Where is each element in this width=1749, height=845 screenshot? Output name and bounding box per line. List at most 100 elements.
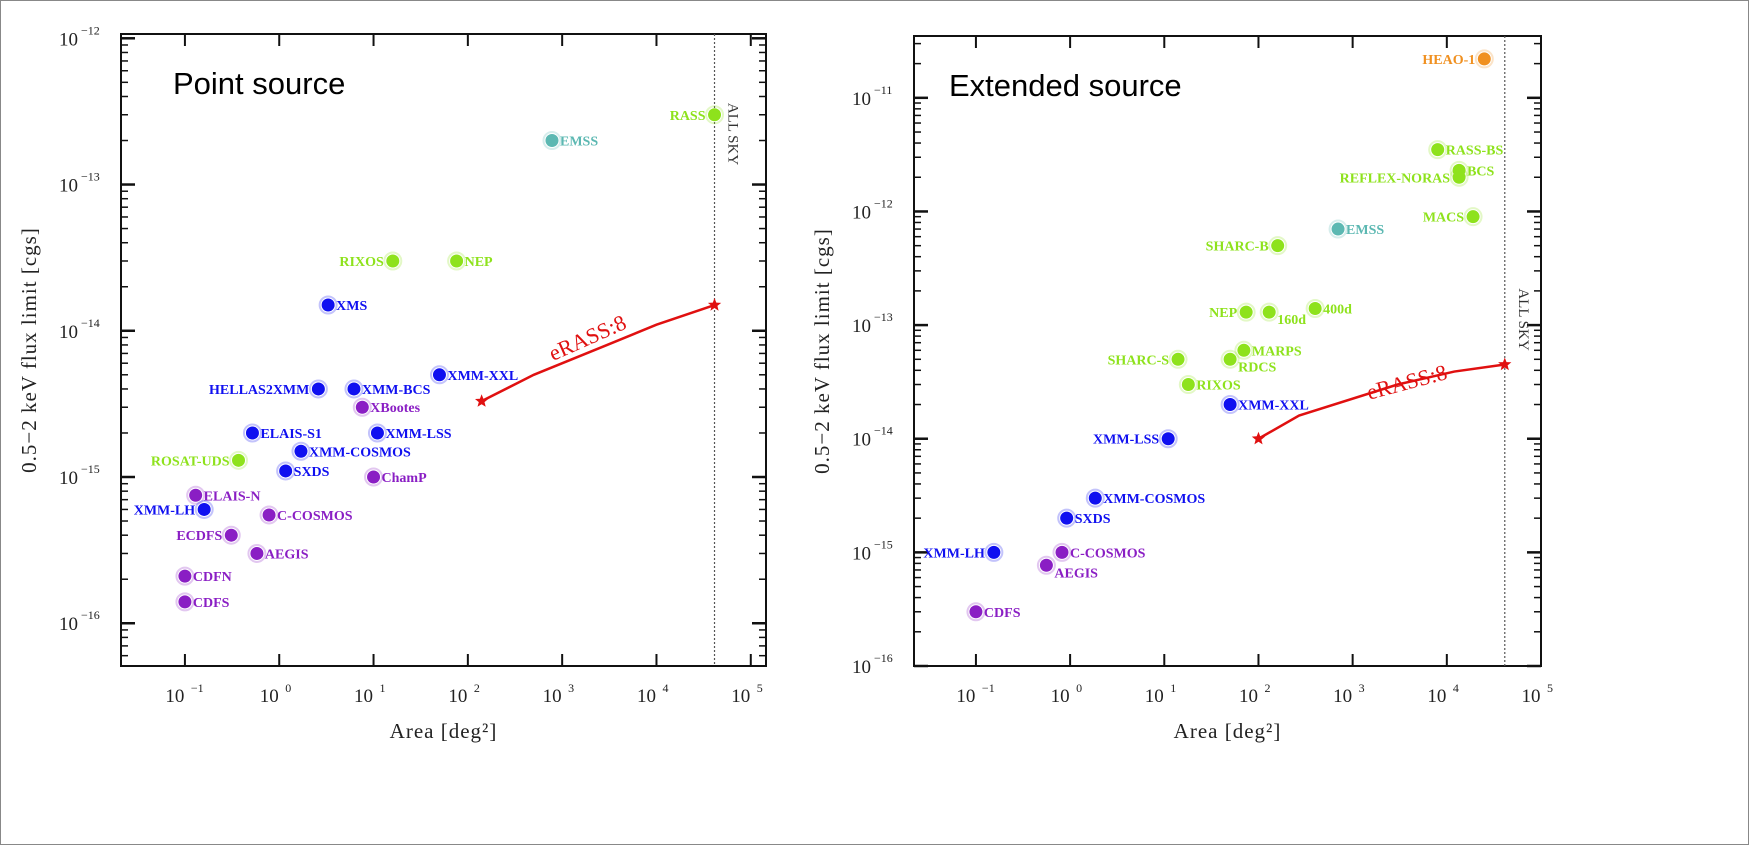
- data-point-label: RIXOS: [1196, 379, 1241, 394]
- data-point: [189, 488, 203, 502]
- data-point-label: EMSS: [1346, 223, 1384, 238]
- data-point-label: MARPS: [1252, 344, 1302, 359]
- data-point-label: SHARC-B: [1206, 240, 1269, 255]
- data-point-halo: [447, 251, 467, 271]
- data-point-label: XMM-LSS: [385, 427, 451, 442]
- erass-start-star: [475, 394, 489, 407]
- y-tick-label: 10: [852, 202, 871, 223]
- data-point: [367, 470, 381, 484]
- y-tick-exponent: −15: [81, 462, 100, 476]
- data-point-halo: [364, 467, 384, 487]
- data-point-label: XMM-LH: [923, 546, 985, 561]
- data-point-halo: [429, 365, 449, 385]
- data-point: [347, 382, 361, 396]
- y-tick-label: 10: [852, 430, 871, 451]
- all-sky-label: ALL SKY: [725, 103, 741, 166]
- x-tick-label: 10: [1239, 686, 1258, 707]
- data-point: [262, 508, 276, 522]
- data-point: [1477, 52, 1491, 66]
- data-point: [245, 426, 259, 440]
- x-axis-title: Area [deg²]: [1174, 719, 1282, 743]
- data-point-halo: [318, 295, 338, 315]
- y-tick-label: 10: [59, 468, 78, 489]
- data-point-label: RASS-BS: [1446, 144, 1504, 159]
- data-point: [432, 368, 446, 382]
- x-tick-exponent: 2: [1264, 681, 1270, 695]
- data-point-halo: [291, 441, 311, 461]
- data-point-label: RIXOS: [339, 255, 384, 270]
- data-point-label: SXDS: [294, 465, 330, 480]
- y-tick-label: 10: [59, 614, 78, 635]
- x-tick-exponent: 0: [285, 681, 291, 695]
- x-tick-label: 10: [731, 686, 750, 707]
- x-tick-label: 10: [637, 686, 656, 707]
- data-point-halo: [1259, 302, 1279, 322]
- data-point-halo: [705, 105, 725, 125]
- data-point-label: SXDS: [1075, 512, 1111, 527]
- data-point-label: REFLEX-NORAS: [1340, 171, 1451, 186]
- x-tick-label: 10: [448, 686, 467, 707]
- data-point-label: CDFS: [193, 596, 230, 611]
- x-tick-label: 10: [543, 686, 562, 707]
- data-point-halo: [1220, 395, 1240, 415]
- data-point: [321, 298, 335, 312]
- x-tick-label: 10: [1145, 686, 1164, 707]
- data-point-halo: [1057, 508, 1077, 528]
- data-point-label: XMM-XXL: [447, 369, 518, 384]
- data-point-halo: [308, 379, 328, 399]
- data-point-label: EMSS: [560, 135, 598, 150]
- erass-curve: [481, 303, 715, 403]
- data-point: [987, 545, 1001, 559]
- data-point: [1039, 558, 1053, 572]
- data-point-halo: [259, 505, 279, 525]
- erass-end-star: [707, 298, 722, 311]
- data-point: [279, 464, 293, 478]
- data-point: [1452, 170, 1466, 184]
- data-point-halo: [344, 379, 364, 399]
- data-point-halo: [1463, 207, 1483, 227]
- data-point-label: SHARC-S: [1108, 353, 1170, 368]
- data-point-halo: [194, 499, 214, 519]
- x-tick-exponent: 2: [474, 681, 480, 695]
- data-point: [969, 605, 983, 619]
- data-point-label: RASS: [670, 109, 706, 124]
- x-tick-label: 10: [1427, 686, 1446, 707]
- data-point-label: BCS: [1467, 164, 1494, 179]
- data-point-label: NEP: [465, 255, 493, 270]
- data-point: [708, 108, 722, 122]
- x-tick-exponent: −1: [191, 681, 204, 695]
- data-point-label: HEAO-1: [1422, 53, 1475, 68]
- y-tick-label: 10: [852, 89, 871, 110]
- data-point: [386, 254, 400, 268]
- data-point-label: XMM-LH: [134, 503, 196, 518]
- x-tick-label: 10: [1522, 686, 1541, 707]
- data-point: [294, 444, 308, 458]
- data-point-label: MACS: [1423, 211, 1464, 226]
- data-point-label: XMM-COSMOS: [1103, 492, 1205, 507]
- data-point: [1466, 210, 1480, 224]
- data-point: [224, 528, 238, 542]
- y-tick-exponent: −14: [81, 316, 100, 330]
- panel-title: Point source: [173, 66, 345, 101]
- data-point: [1239, 305, 1253, 319]
- y-tick-label: 10: [852, 657, 871, 678]
- data-point-halo: [1158, 429, 1178, 449]
- x-tick-exponent: 0: [1076, 681, 1082, 695]
- data-point: [178, 569, 192, 583]
- data-point-label: C-COSMOS: [1070, 546, 1146, 561]
- y-tick-exponent: −16: [81, 608, 100, 622]
- erass-curve: [1257, 363, 1505, 440]
- data-point-label: XMM-LSS: [1093, 433, 1159, 448]
- y-axis-title: 0.5−2 keV flux limit [cgs]: [810, 228, 834, 474]
- data-point: [355, 400, 369, 414]
- data-point-halo: [175, 566, 195, 586]
- data-point-halo: [1220, 349, 1240, 369]
- data-point-label: ECDFS: [176, 529, 222, 544]
- x-tick-exponent: 3: [1359, 681, 1365, 695]
- x-tick-label: 10: [1333, 686, 1352, 707]
- data-point: [370, 426, 384, 440]
- data-point: [1237, 343, 1251, 357]
- y-tick-exponent: −11: [874, 83, 892, 97]
- data-point-halo: [1305, 298, 1325, 318]
